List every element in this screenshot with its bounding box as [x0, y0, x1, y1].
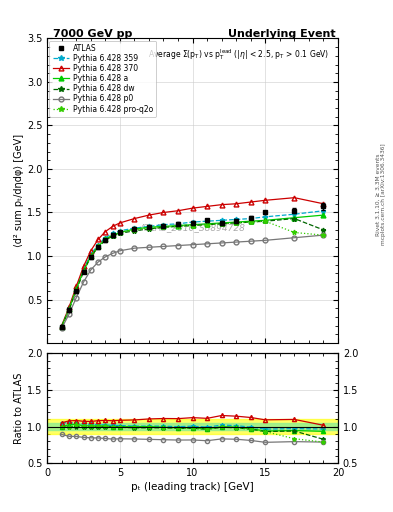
Text: Rivet 3.1.10, ≥ 3.3M events: Rivet 3.1.10, ≥ 3.3M events [376, 153, 380, 236]
Text: Underlying Event: Underlying Event [228, 29, 336, 39]
Bar [47, 423, 338, 430]
X-axis label: pₜ (leading track) [GeV]: pₜ (leading track) [GeV] [131, 482, 254, 493]
Legend: ATLAS, Pythia 6.428 359, Pythia 6.428 370, Pythia 6.428 a, Pythia 6.428 dw, Pyth: ATLAS, Pythia 6.428 359, Pythia 6.428 37… [50, 40, 156, 117]
Y-axis label: Ratio to ATLAS: Ratio to ATLAS [14, 373, 24, 444]
Text: Average $\Sigma$(p$_\mathregular{T}$) vs p$_\mathregular{T}^\mathregular{lead}$ : Average $\Sigma$(p$_\mathregular{T}$) vs… [148, 48, 329, 62]
Text: mcplots.cern.ch [arXiv:1306.3436]: mcplots.cern.ch [arXiv:1306.3436] [381, 144, 386, 245]
Y-axis label: ⟨d² sum pₜ/dηdφ⟩ [GeV]: ⟨d² sum pₜ/dηdφ⟩ [GeV] [14, 134, 24, 247]
Bar [47, 419, 338, 434]
Text: ATLAS_2010_S8894728: ATLAS_2010_S8894728 [140, 223, 246, 232]
Text: 7000 GeV pp: 7000 GeV pp [53, 29, 132, 39]
